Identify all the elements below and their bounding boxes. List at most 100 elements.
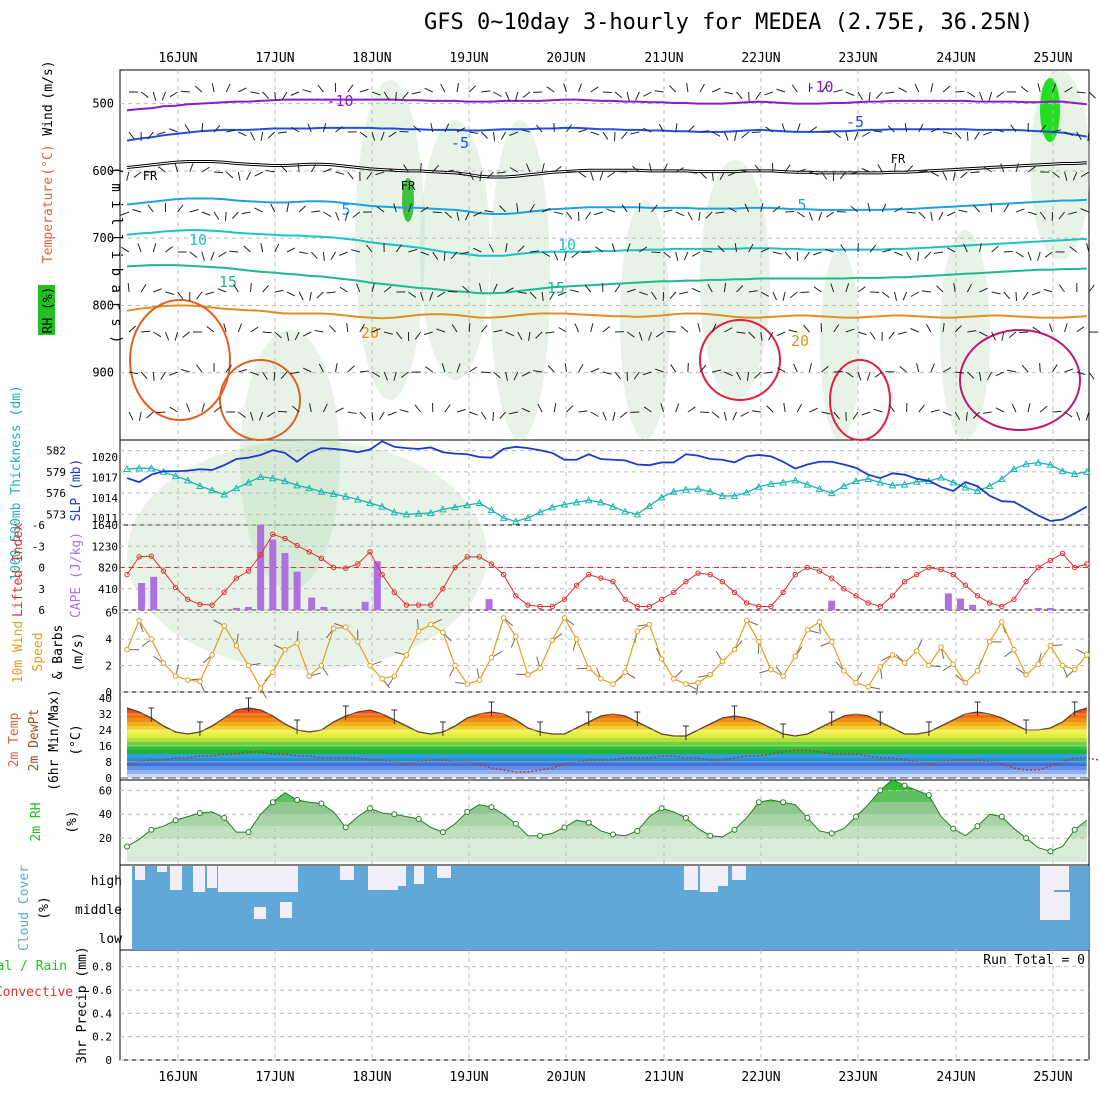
wind-barb [1064, 368, 1074, 373]
wind-barb [1064, 171, 1068, 181]
wind-barb [371, 371, 380, 378]
wind-barb [517, 291, 527, 294]
li-point [197, 601, 203, 608]
wind-barb [462, 285, 470, 293]
wind-barb [318, 363, 324, 373]
wind-barb [479, 171, 482, 181]
wind-tick-label: 0 [105, 686, 112, 699]
wind-barb [322, 123, 327, 133]
rh-point [124, 843, 130, 850]
wind-barb [499, 205, 507, 213]
wind-barb [286, 291, 296, 297]
rh-point [342, 824, 349, 831]
wind-barb [857, 91, 863, 101]
wind-barb [359, 324, 365, 333]
li-tick-label: 3 [38, 583, 45, 596]
wind-barb [675, 251, 679, 261]
li-point [148, 553, 155, 559]
wind10-point [841, 668, 847, 674]
wind-barb [930, 171, 940, 177]
thickness-point [864, 474, 872, 482]
wind-barb [910, 291, 919, 297]
thickness-point [402, 510, 411, 518]
wind10-point [1035, 661, 1042, 668]
wind-barb [632, 165, 640, 173]
wind-barb [444, 211, 453, 219]
wind-barb [833, 131, 842, 139]
wind10-point [221, 623, 227, 629]
wind-barb [669, 291, 677, 300]
thickness-point [548, 503, 557, 511]
wind-barb [824, 248, 834, 253]
wind-barb [237, 171, 241, 181]
wind-barb [723, 283, 727, 293]
wind10-point [585, 665, 592, 671]
wind-barb [541, 251, 551, 257]
wind-barb [169, 406, 178, 413]
isotherm-label: -5 [846, 113, 864, 131]
wind-barb [1022, 291, 1029, 300]
wind-barb [571, 251, 579, 259]
thickness-point [840, 481, 848, 490]
wind-barb [979, 287, 988, 293]
wind-barb [793, 363, 798, 373]
wind-barb [765, 126, 774, 133]
wind-barb [614, 371, 622, 380]
wind-barb [953, 283, 956, 293]
wind-barb [281, 91, 288, 100]
wind-barb [916, 363, 920, 373]
wind-barb [460, 251, 470, 255]
wind-barb [995, 371, 1005, 377]
cloud-level-high: high [91, 874, 122, 889]
wind-barb [371, 411, 374, 422]
li-point [464, 554, 470, 560]
rh-point [464, 808, 471, 815]
isotherm--10 [126, 98, 1087, 112]
wind-barb [140, 91, 149, 98]
wind10-point [853, 679, 859, 686]
thickness-point [657, 493, 666, 501]
cloud-gap [700, 866, 718, 892]
wind-barb [541, 208, 551, 213]
rh-point [585, 819, 592, 826]
y-tick-label: 500 [92, 97, 114, 111]
wind-barb [602, 325, 611, 333]
wind-barb [1027, 166, 1036, 173]
wind-barb [826, 211, 834, 218]
wind-barb [509, 167, 519, 173]
wind-barb [182, 331, 191, 338]
wind-barb [699, 171, 707, 179]
wind-barb [217, 288, 227, 293]
wind-barb [881, 291, 890, 299]
wind-barb [210, 251, 215, 261]
wind-barb [873, 408, 883, 413]
li-point [245, 568, 252, 574]
thickness-point [1083, 467, 1091, 475]
wind-barb [201, 122, 204, 133]
wind-barb [424, 87, 433, 93]
rh-point [537, 832, 544, 839]
wind-barb [983, 166, 992, 173]
wind10-point [306, 673, 313, 679]
wind-barb [223, 323, 227, 333]
wind-barb [541, 163, 545, 173]
wind-barb [359, 370, 369, 373]
rh-point [245, 829, 252, 836]
wind-barb [443, 251, 446, 262]
wind-barb [797, 168, 806, 173]
cloud-gap [135, 866, 145, 880]
wind10-point [427, 621, 434, 628]
wind-barb [620, 131, 628, 140]
li-point [172, 584, 179, 591]
wind-barb [456, 127, 466, 133]
wind-barb [670, 364, 677, 373]
y-axis-label: ( m i l l i b a r s ) [108, 166, 124, 343]
wind-barb [796, 211, 805, 218]
li-point [950, 571, 956, 578]
wind-barb [376, 206, 385, 213]
wind-barb [473, 211, 482, 217]
wind-barb [946, 211, 956, 217]
wind-barb [852, 411, 859, 420]
thickness-point [621, 507, 629, 515]
wind-barb [875, 91, 883, 99]
